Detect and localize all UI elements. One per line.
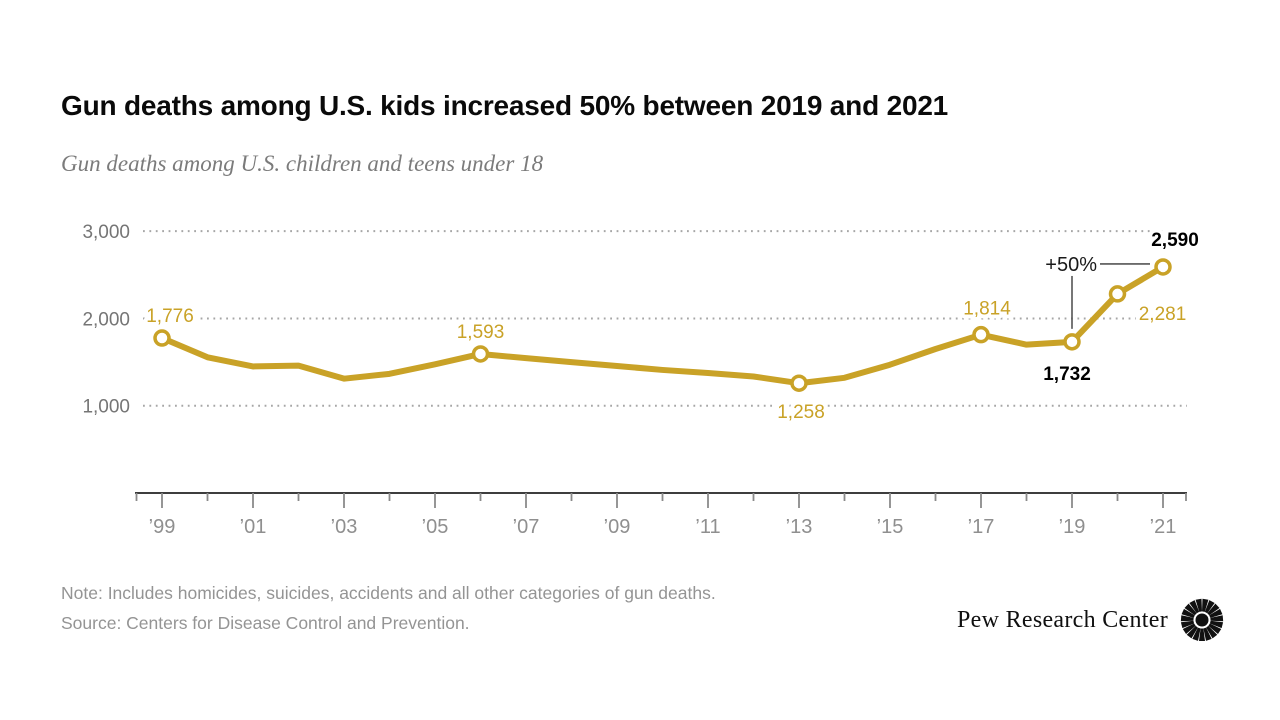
x-axis-tick-label: ’11 [695,516,720,538]
chart-footnotes: Note: Includes homicides, suicides, acci… [61,578,716,638]
data-point-marker [153,329,171,347]
note-text: Note: Includes homicides, suicides, acci… [61,583,716,603]
sunburst-ray [1180,620,1195,629]
sunburst-ray [1209,620,1224,629]
x-axis-tick-label: ’21 [1150,516,1177,538]
x-axis-tick-label: ’07 [513,516,540,538]
x-axis-tick-label: ’09 [604,516,631,538]
sunburst-ray [1182,623,1196,634]
data-point-marker [471,345,490,363]
x-axis-tick-label: ’01 [240,516,267,538]
data-point-marker [1108,285,1127,303]
sunburst-ray [1189,600,1200,614]
x-axis-tick-label: ’15 [877,516,904,538]
sunburst-ray [1208,623,1222,634]
x-axis-tick-label: ’13 [786,516,813,538]
sunburst-ray [1206,625,1218,639]
data-point-label: 2,590 [1151,230,1199,251]
trend-line [159,263,1166,387]
data-point-marker [790,374,808,392]
sunburst-ray [1203,627,1212,641]
data-point-label: 1,732 [1043,364,1091,385]
x-axis-tick-label: ’03 [331,516,358,538]
data-point-marker [1154,258,1172,276]
sunburst-ray [1207,603,1220,616]
sunburst-ray [1184,603,1197,616]
chart-subtitle: Gun deaths among U.S. children and teens… [61,151,544,176]
data-point-label: 1,593 [457,322,505,343]
y-axis-tick-label: 3,000 [82,222,130,243]
chart-title: Gun deaths among U.S. kids increased 50%… [61,90,949,121]
brand-name: Pew Research Center [957,606,1168,633]
sunburst-ray [1186,625,1198,639]
sunburst-ray [1199,628,1205,641]
sunburst-ray [1202,598,1209,612]
sunburst-ray [1180,615,1194,622]
x-axis-tick-label: ’17 [968,516,995,538]
x-axis-tick-label: ’19 [1059,516,1086,538]
sunburst-ray [1195,598,1202,612]
sunburst-ray [1181,608,1195,618]
y-axis-tick-label: 1,000 [82,397,130,418]
sunburst-ray [1209,608,1223,618]
sunburst-ray [1210,615,1224,622]
sunburst-ray [1195,613,1209,627]
pew-sunburst-icon [1180,598,1224,641]
annotation-label: +50% [1045,254,1097,276]
x-axis-tick-label: ’05 [422,516,449,538]
data-point-label: 2,281 [1139,304,1187,325]
data-point-label: 1,814 [963,299,1011,320]
data-point-marker [972,325,990,344]
y-axis-tick-label: 2,000 [82,309,130,330]
data-point-label: 1,776 [146,306,194,327]
x-axis-tick-label: ’99 [149,516,176,538]
sunburst-ray [1204,600,1215,614]
source-text: Source: Centers for Disease Control and … [61,613,470,633]
data-point-label: 1,258 [777,402,825,423]
data-point-marker [1063,333,1081,351]
brand-lockup: Pew Research Center [957,598,1224,642]
sunburst-ray [1192,627,1201,641]
